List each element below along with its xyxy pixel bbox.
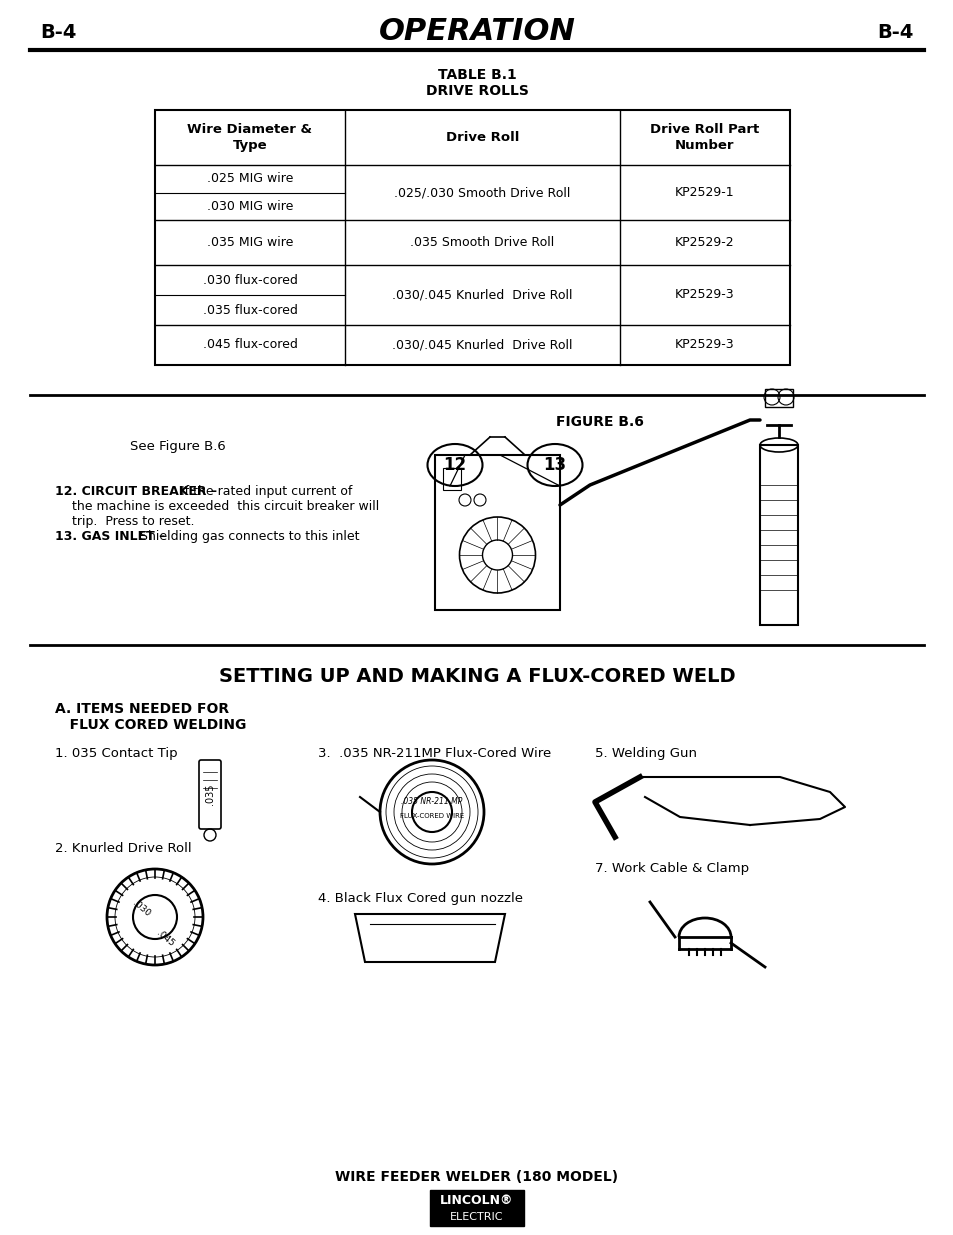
Bar xyxy=(760,445,797,625)
Text: If the rated input current of: If the rated input current of xyxy=(177,485,352,498)
Text: SETTING UP AND MAKING A FLUX-CORED WELD: SETTING UP AND MAKING A FLUX-CORED WELD xyxy=(218,667,735,685)
Text: .035 NR-211 MP: .035 NR-211 MP xyxy=(401,798,462,806)
Text: .045: .045 xyxy=(154,929,175,948)
Text: 5. Welding Gun: 5. Welding Gun xyxy=(595,747,697,760)
Bar xyxy=(435,454,559,610)
Bar xyxy=(442,468,460,490)
Text: KP2529-3: KP2529-3 xyxy=(675,338,734,352)
FancyBboxPatch shape xyxy=(430,1191,523,1226)
Text: 12. CIRCUIT BREAKER –: 12. CIRCUIT BREAKER – xyxy=(55,485,216,498)
Text: Shielding gas connects to this inlet: Shielding gas connects to this inlet xyxy=(140,530,359,543)
Text: See Figure B.6: See Figure B.6 xyxy=(130,440,226,453)
Text: LINCOLN®: LINCOLN® xyxy=(439,1194,514,1208)
Text: the machine is exceeded  this circuit breaker will: the machine is exceeded this circuit bre… xyxy=(71,500,379,513)
Text: 12: 12 xyxy=(443,456,466,474)
Text: .035 flux-cored: .035 flux-cored xyxy=(202,304,297,316)
Text: 13. GAS INLET –: 13. GAS INLET – xyxy=(55,530,165,543)
Text: .035 Smooth Drive Roll: .035 Smooth Drive Roll xyxy=(410,236,554,249)
Text: FLUX CORED WELDING: FLUX CORED WELDING xyxy=(55,718,246,732)
Text: .025/.030 Smooth Drive Roll: .025/.030 Smooth Drive Roll xyxy=(394,186,570,199)
Text: 4. Black Flux Cored gun nozzle: 4. Black Flux Cored gun nozzle xyxy=(317,892,522,905)
Text: KP2529-2: KP2529-2 xyxy=(675,236,734,249)
Text: A. ITEMS NEEDED FOR: A. ITEMS NEEDED FOR xyxy=(55,701,229,716)
Text: WIRE FEEDER WELDER (180 MODEL): WIRE FEEDER WELDER (180 MODEL) xyxy=(335,1170,618,1184)
Text: .030/.045 Knurled  Drive Roll: .030/.045 Knurled Drive Roll xyxy=(392,289,572,301)
Text: .030 MIG wire: .030 MIG wire xyxy=(207,200,293,212)
Text: FIGURE B.6: FIGURE B.6 xyxy=(556,415,643,429)
Text: 1. 035 Contact Tip: 1. 035 Contact Tip xyxy=(55,747,177,760)
Text: .030 flux-cored: .030 flux-cored xyxy=(202,273,297,287)
Text: .045 flux-cored: .045 flux-cored xyxy=(202,338,297,352)
Text: KP2529-3: KP2529-3 xyxy=(675,289,734,301)
Text: trip.  Press to reset.: trip. Press to reset. xyxy=(71,515,194,529)
Text: Drive Roll: Drive Roll xyxy=(445,131,518,144)
Text: OPERATION: OPERATION xyxy=(378,17,575,47)
Text: ELECTRIC: ELECTRIC xyxy=(450,1212,503,1221)
Text: 13: 13 xyxy=(543,456,566,474)
Text: .030/.045 Knurled  Drive Roll: .030/.045 Knurled Drive Roll xyxy=(392,338,572,352)
Text: Wire Diameter &
Type: Wire Diameter & Type xyxy=(188,124,313,152)
Text: KP2529-1: KP2529-1 xyxy=(675,186,734,199)
Text: DRIVE ROLLS: DRIVE ROLLS xyxy=(425,84,528,98)
Text: .035: .035 xyxy=(205,784,214,805)
Text: B-4: B-4 xyxy=(877,22,913,42)
Text: .030: .030 xyxy=(131,899,152,919)
Text: .025 MIG wire: .025 MIG wire xyxy=(207,172,293,185)
Bar xyxy=(154,110,789,366)
Text: B-4: B-4 xyxy=(40,22,76,42)
Text: FLUX-CORED WIRE: FLUX-CORED WIRE xyxy=(399,813,464,819)
Text: 3.  .035 NR-211MP Flux-Cored Wire: 3. .035 NR-211MP Flux-Cored Wire xyxy=(317,747,551,760)
Text: .035 MIG wire: .035 MIG wire xyxy=(207,236,293,249)
Text: TABLE B.1: TABLE B.1 xyxy=(437,68,516,82)
Text: 2. Knurled Drive Roll: 2. Knurled Drive Roll xyxy=(55,842,192,855)
Text: 7. Work Cable & Clamp: 7. Work Cable & Clamp xyxy=(595,862,748,876)
Bar xyxy=(764,389,792,408)
Text: Drive Roll Part
Number: Drive Roll Part Number xyxy=(650,124,759,152)
